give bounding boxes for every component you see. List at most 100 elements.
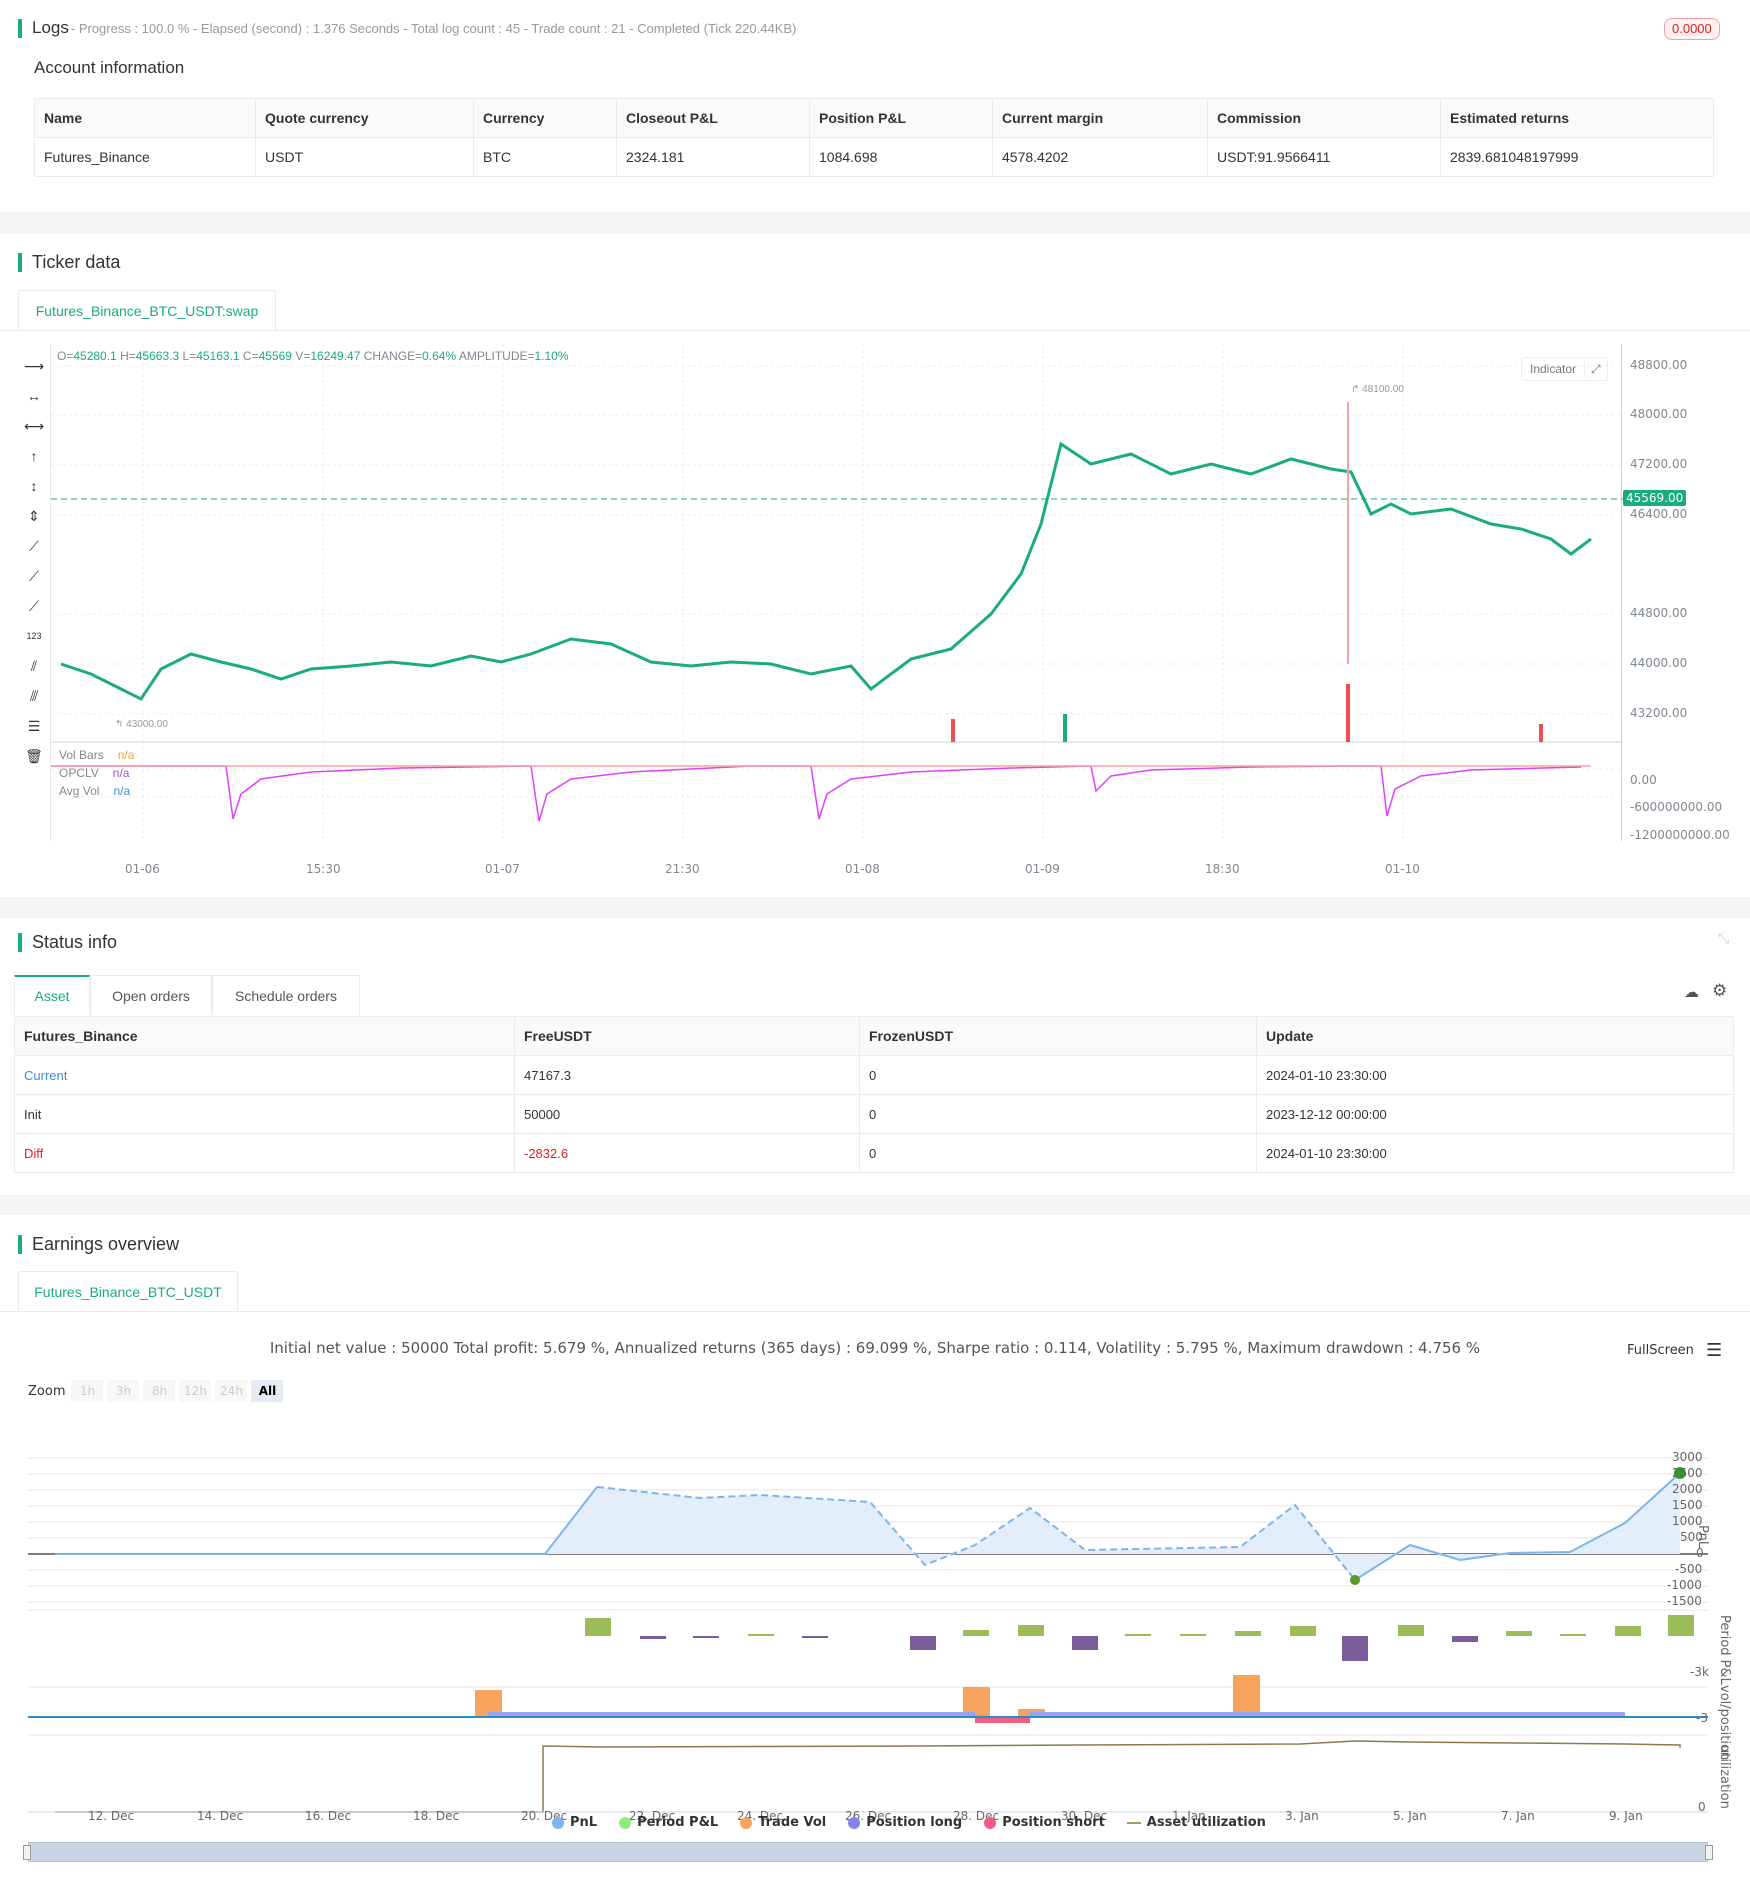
indicator-label: Indicator xyxy=(1530,362,1577,376)
pnl-tick: 2500 xyxy=(1672,1466,1703,1480)
pnl-tick: 0 xyxy=(1696,1546,1704,1560)
table-row: Current 47167.3 0 2024-01-10 23:30:00 xyxy=(14,1055,1734,1095)
candlestick-chart[interactable]: O=45280.1 H=45663.3 L=45163.1 C=45569 V=… xyxy=(50,344,1623,841)
tab-ticker-symbol[interactable]: Futures_Binance_BTC_USDT:swap xyxy=(18,290,276,330)
legend-period-pnl[interactable]: Period P&L xyxy=(619,1815,718,1830)
legend-dot-icon xyxy=(984,1816,997,1829)
open-value: 45280.1 xyxy=(73,349,117,363)
zoom-label: Zoom xyxy=(28,1383,66,1399)
vertical-ray-icon[interactable]: ↑ xyxy=(30,448,38,464)
zoom-1h[interactable]: 1h xyxy=(71,1380,104,1402)
horizontal-line-icon[interactable]: ↔ xyxy=(27,388,41,404)
section-accent-bar xyxy=(18,253,22,272)
cell: 1084.698 xyxy=(809,137,993,177)
zoom-8h[interactable]: 8h xyxy=(143,1380,176,1402)
indicator-tick: -1200000000.00 xyxy=(1630,828,1730,842)
price-tick: 46400.00 xyxy=(1630,507,1688,521)
segment-line-icon[interactable]: ⟋ xyxy=(29,598,39,614)
col-position-pnl: Position P&L xyxy=(809,98,993,138)
time-tick: 01-06 xyxy=(125,862,160,876)
time-tick: 01-08 xyxy=(845,862,880,876)
horizontal-ray-icon[interactable]: ⟶ xyxy=(24,358,45,374)
earnings-svg xyxy=(28,1457,1708,1813)
vertical-line-icon[interactable]: ↕ xyxy=(30,478,38,494)
x-tick: 7. Jan xyxy=(1501,1809,1535,1823)
tab-earnings-symbol[interactable]: Futures_Binance_BTC_USDT xyxy=(18,1271,238,1311)
legend-position-short[interactable]: Position short xyxy=(984,1815,1105,1830)
tab-asset[interactable]: Asset xyxy=(14,975,90,1015)
account-table-header: Name Quote currency Currency Closeout P&… xyxy=(34,98,1714,138)
fibonacci-icon[interactable]: ☰ xyxy=(27,718,41,734)
legend-line-icon xyxy=(1126,1821,1141,1824)
price-channel-icon[interactable]: ⫻ xyxy=(29,688,39,704)
legend-label: PnL xyxy=(570,1815,598,1830)
earnings-title: Earnings overview xyxy=(32,1234,180,1254)
col-commission: Commission xyxy=(1207,98,1441,138)
cell: BTC xyxy=(473,137,617,177)
legend-dot-icon xyxy=(740,1816,753,1829)
legend-pnl[interactable]: PnL xyxy=(552,1815,597,1830)
trend-line-icon[interactable]: ⟋ xyxy=(29,538,39,554)
time-tick: 15:30 xyxy=(306,862,341,876)
account-info-title: Account information xyxy=(34,58,185,77)
x-tick: 30. Dec xyxy=(1061,1809,1108,1823)
close-value: 45569 xyxy=(258,349,292,363)
col-frozen-usdt: FrozenUSDT xyxy=(859,1016,1257,1056)
ohlc-label: C= xyxy=(242,349,259,363)
pnl-tick: 3000 xyxy=(1672,1450,1703,1464)
table-row: Diff -2832.6 0 2024-01-10 23:30:00 xyxy=(14,1133,1734,1173)
legend-label: Asset utilization xyxy=(1146,1815,1266,1830)
x-tick: 22. Dec xyxy=(629,1809,676,1823)
indicator-tick: -600000000.00 xyxy=(1630,800,1723,814)
legend-position-long[interactable]: Position long xyxy=(848,1815,962,1830)
x-tick: 5. Jan xyxy=(1393,1809,1427,1823)
price-tick: 44800.00 xyxy=(1630,606,1688,620)
zoom-3h[interactable]: 3h xyxy=(107,1380,140,1402)
tab-open-orders[interactable]: Open orders xyxy=(90,975,212,1015)
current-price-tag: 45569.00 xyxy=(1623,490,1687,506)
menu-icon[interactable]: ☰ xyxy=(1705,1340,1723,1361)
parallel-line-icon[interactable]: ⫽ xyxy=(30,658,38,674)
zoom-all[interactable]: All xyxy=(251,1380,284,1402)
price-line-icon[interactable]: 123 xyxy=(26,631,42,641)
legend-vol-bars: Vol Bars n/a xyxy=(59,746,134,764)
low-value: 45163.1 xyxy=(196,349,240,363)
legend-value: n/a xyxy=(117,748,135,762)
col-update: Update xyxy=(1256,1016,1734,1056)
zoom-24h[interactable]: 24h xyxy=(215,1380,248,1402)
price-tick: 44000.00 xyxy=(1630,656,1688,670)
row-label-current[interactable]: Current xyxy=(14,1055,515,1095)
navigator-right-handle[interactable] xyxy=(1705,1845,1713,1860)
vertical-segment-icon[interactable]: ⇕ xyxy=(28,508,40,524)
logs-badge: 0.0000 xyxy=(1664,18,1720,40)
indicator-button[interactable]: Indicator ⤢ xyxy=(1521,357,1608,381)
expand-icon[interactable]: ⤢ xyxy=(1584,361,1607,377)
section-accent-bar xyxy=(18,1235,22,1254)
cell: USDT:91.9566411 xyxy=(1207,137,1441,177)
earnings-chart[interactable]: 3000 2500 2000 1500 1000 500 0 -500 -100… xyxy=(0,1405,1750,1825)
delete-drawings-icon[interactable]: 🗑 xyxy=(25,748,43,764)
indicator-legend: Vol Bars n/a OPCLV n/a Avg Vol n/a xyxy=(59,746,134,800)
col-free-usdt: FreeUSDT xyxy=(514,1016,860,1056)
gear-icon[interactable]: ⚙ xyxy=(1712,981,1728,1000)
navigator[interactable] xyxy=(23,1842,1713,1862)
fullscreen-button[interactable]: FullScreen ☰ xyxy=(1627,1340,1722,1361)
cloud-upload-icon[interactable]: ☁ xyxy=(1684,984,1699,1001)
pnl-tick: -1000 xyxy=(1667,1578,1702,1592)
legend-asset-utilization[interactable]: Asset utilization xyxy=(1126,1815,1266,1830)
cell: 47167.3 xyxy=(514,1055,860,1095)
ohlc-label: CHANGE= xyxy=(363,349,423,363)
zoom-12h[interactable]: 12h xyxy=(179,1380,212,1402)
cell: 2024-01-10 23:30:00 xyxy=(1256,1133,1734,1173)
col-exchange: Futures_Binance xyxy=(14,1016,515,1056)
horizontal-segment-icon[interactable]: ⟷ xyxy=(24,418,45,434)
ohlc-readout: O=45280.1 H=45663.3 L=45163.1 C=45569 V=… xyxy=(57,349,569,363)
ray-line-icon[interactable]: ⟋ xyxy=(29,568,39,584)
status-title: Status info xyxy=(32,932,118,952)
tab-schedule-orders[interactable]: Schedule orders xyxy=(212,975,360,1015)
collapse-icon[interactable]: ⤡ xyxy=(1718,930,1730,946)
legend-trade-vol[interactable]: Trade Vol xyxy=(740,1815,826,1830)
fullscreen-label: FullScreen xyxy=(1627,1343,1694,1358)
navigator-left-handle[interactable] xyxy=(23,1845,31,1860)
earnings-panel: Earnings overview Futures_Binance_BTC_US… xyxy=(0,1215,1750,1892)
